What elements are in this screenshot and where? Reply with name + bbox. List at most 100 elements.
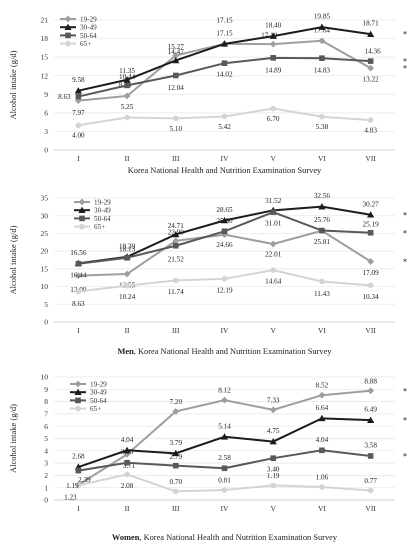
point-19-29 [318, 391, 326, 399]
significance-marker: * [403, 229, 407, 238]
point-65+ [124, 471, 130, 478]
x-tick-label: IV [221, 504, 229, 513]
point-30-49 [318, 23, 326, 30]
data-label: 4.75 [267, 427, 280, 435]
legend-marker [65, 40, 71, 47]
point-50-64 [319, 55, 325, 61]
data-label: 22.01 [265, 251, 282, 259]
x-axis-title-text: Korea National Health and Nutrition Exam… [128, 166, 322, 175]
point-65+ [172, 488, 179, 495]
y-tick-label: 15 [41, 53, 49, 62]
point-30-49 [172, 230, 180, 238]
point-65+ [319, 278, 325, 285]
point-65+ [367, 117, 374, 123]
point-65+ [221, 487, 228, 493]
data-label: 30.27 [363, 200, 380, 208]
point-50-64 [75, 467, 82, 474]
point-19-29 [318, 37, 326, 45]
point-19-29 [172, 408, 180, 415]
data-label: 16.56 [70, 249, 87, 257]
data-label: 17.09 [363, 269, 380, 277]
data-label: 25.76 [314, 216, 331, 224]
point-65+ [270, 482, 277, 489]
data-label: 1.23 [64, 493, 77, 501]
data-label: 7.20 [169, 398, 182, 406]
data-label: 8.52 [316, 382, 329, 390]
legend-marker [79, 223, 85, 230]
x-tick-label: IV [221, 154, 229, 163]
point-65+ [75, 482, 82, 489]
legend-marker [79, 215, 85, 222]
point-65+ [75, 122, 82, 129]
point-50-64 [319, 447, 325, 454]
y-tick-label: 7 [44, 410, 48, 419]
x-tick-label: V [271, 326, 277, 335]
data-label: 8.63 [58, 93, 71, 101]
point-30-49 [172, 56, 180, 64]
x-tick-label: VI [318, 154, 326, 163]
legend-marker [65, 32, 71, 39]
point-65+ [221, 113, 228, 120]
data-label: 2.68 [72, 453, 85, 461]
data-label: 14.36 [365, 48, 382, 56]
data-label: 7.97 [72, 109, 85, 117]
data-label: 25.19 [363, 220, 380, 228]
y-tick-label: 4 [44, 446, 48, 455]
y-axis-label: Alcohol intake (g/d) [8, 225, 18, 294]
point-30-49 [367, 211, 375, 218]
point-65+ [367, 487, 374, 494]
data-label: 8.88 [364, 377, 377, 385]
y-tick-label: 10 [41, 282, 49, 291]
point-65+ [172, 115, 179, 122]
x-tick-label: I [77, 504, 80, 513]
data-label: 14.89 [265, 66, 282, 74]
x-axis-title-bold: Men [118, 347, 135, 356]
point-50-64 [172, 242, 179, 249]
x-tick-label: I [77, 326, 80, 335]
data-label: 6.49 [364, 406, 377, 414]
x-tick-label: III [172, 154, 180, 163]
point-50-64 [367, 229, 374, 236]
y-axis-label: Alcohol intake (g/d) [8, 404, 18, 473]
point-65+ [319, 484, 325, 490]
y-tick-label: 10 [41, 373, 49, 382]
significance-marker: * [403, 64, 407, 73]
x-tick-label: I [77, 154, 80, 163]
x-tick-label: III [172, 504, 180, 513]
significance-marker: * [403, 416, 407, 425]
legend-label: 50-64 [90, 397, 107, 405]
legend-label: 19-29 [94, 199, 111, 207]
x-axis-title-bold: Women [112, 533, 140, 542]
data-label: 3.71 [123, 462, 136, 470]
legend-label: 30-49 [90, 389, 107, 397]
y-tick-label: 0 [44, 496, 48, 505]
y-tick-label: 1 [44, 483, 48, 492]
point-19-29 [269, 240, 277, 248]
y-tick-label: 12 [41, 71, 49, 80]
legend-marker [75, 405, 81, 412]
x-tick-label: IV [221, 326, 229, 335]
data-label: 18.13 [119, 245, 136, 253]
y-tick-label: 30 [41, 211, 49, 220]
y-tick-label: 6 [44, 108, 48, 117]
legend-label: 50-64 [94, 215, 111, 223]
data-label: 1.19 [66, 482, 79, 490]
point-30-49 [269, 32, 277, 39]
significance-marker: * [403, 387, 407, 396]
y-tick-label: 35 [41, 194, 49, 203]
point-50-64 [172, 462, 179, 469]
legend-marker [78, 198, 86, 206]
point-19-29 [123, 270, 131, 278]
significance-marker: * [403, 257, 407, 266]
data-label: 7.33 [267, 396, 280, 404]
point-50-64 [124, 254, 130, 261]
data-label: 14.47 [168, 48, 185, 56]
y-tick-label: 8 [44, 397, 48, 406]
y-tick-label: 25 [41, 229, 49, 238]
y-tick-label: 6 [44, 422, 48, 431]
point-19-29 [172, 52, 180, 59]
data-label: 1.06 [316, 473, 329, 481]
point-19-29 [367, 258, 375, 265]
point-50-64 [367, 453, 374, 459]
data-label: 5.14 [218, 422, 231, 430]
